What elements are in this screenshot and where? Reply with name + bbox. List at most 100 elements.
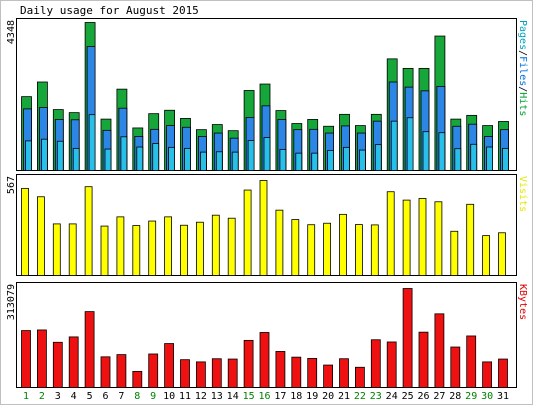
bar-visits-day-16 [259,180,268,276]
legend-part-1: / [517,50,528,56]
bar-pages-day-9 [152,143,160,171]
panel-visits: 567 Visits [6,174,528,276]
bar-pages-day-23 [374,144,382,171]
panel-hits-files-pages: 4348 Pages/Files/Hits [6,18,528,171]
x-tick-label-day-21: 21 [338,391,350,402]
bar-kbytes-day-14 [227,358,238,388]
bar-kbytes-day-30 [482,361,493,388]
x-tick-label-day-13: 13 [211,391,223,402]
bar-kbytes-day-25 [402,288,413,388]
bar-pages-day-6 [104,148,112,171]
x-tick-label-day-5: 5 [87,391,93,402]
bar-kbytes-day-7 [116,354,127,388]
x-tick-label-day-15: 15 [243,391,255,402]
bar-visits-day-30 [482,235,491,276]
bar-kbytes-day-11 [180,359,190,388]
bar-pages-day-19 [311,152,319,171]
bar-visits-day-29 [466,203,475,276]
x-tick-label-day-18: 18 [290,391,302,402]
x-tick-label-day-23: 23 [370,391,382,402]
x-tick-label-day-20: 20 [322,391,334,402]
bar-pages-day-8 [136,146,144,171]
bar-kbytes-day-13 [211,358,222,388]
bar-kbytes-day-16 [259,332,270,388]
bar-pages-day-29 [470,143,478,171]
bar-visits-day-7 [116,216,125,276]
bar-visits-day-19 [307,224,316,276]
x-axis-labels: 1 2 3 4 5 6 7 8 9 10 11 12 13 14 15 16 17 18 19 20 21 22 23 24 2… [23,391,509,402]
bar-visits-day-17 [275,209,284,276]
x-tick-label-day-26: 26 [417,391,429,402]
x-tick-label-day-11: 11 [179,391,191,402]
bar-kbytes-day-24 [386,341,397,388]
x-tick-label-day-19: 19 [306,391,318,402]
x-tick-label-day-1: 1 [23,391,29,402]
bar-kbytes-day-20 [323,364,334,388]
x-tick-label-day-2: 2 [39,391,45,402]
bar-kbytes-day-12 [195,361,206,388]
bar-pages-day-24 [390,120,398,171]
bar-pages-day-12 [199,151,207,171]
bar-kbytes-day-4 [68,336,79,388]
bar-kbytes-day-29 [466,335,477,388]
bar-kbytes-day-17 [275,351,286,388]
bar-visits-day-27 [434,201,443,276]
bar-pages-day-18 [295,152,303,171]
legend-part-0: KBytes [517,284,528,320]
bar-pages-day-28 [454,148,462,171]
bar-visits-day-2 [37,196,45,276]
bar-visits-day-9 [148,220,157,276]
bar-visits-day-11 [180,224,188,276]
bar-pages-day-20 [327,150,335,171]
x-tick-label-day-8: 8 [134,391,140,402]
bar-visits-day-14 [227,217,236,276]
panel-kbytes: 313079 KBytes [6,282,528,388]
x-tick-label-day-14: 14 [227,391,239,402]
bar-visits-day-1 [21,187,29,276]
bar-pages-day-15 [247,140,255,171]
legend-part-0: Pages [517,20,528,50]
bar-kbytes-day-28 [450,346,461,388]
bar-pages-day-11 [184,147,191,171]
legend-part-2: Files [517,56,528,86]
x-tick-label-day-7: 7 [118,391,124,402]
bar-kbytes-day-6 [100,356,111,388]
bar-pages-day-30 [486,146,494,171]
legend-part-4: Hits [517,92,528,116]
bar-visits-day-13 [211,214,220,276]
bar-kbytes-day-10 [164,343,175,388]
x-tick-label-day-6: 6 [102,391,108,402]
bar-visits-day-10 [164,216,173,276]
legend-part-0: Visits [517,176,528,212]
bar-visits-day-23 [370,224,379,276]
ymax-label-visits: 567 [6,176,17,194]
bar-kbytes-day-31 [498,358,508,388]
bar-pages-day-22 [358,149,366,171]
bar-kbytes-day-18 [291,356,302,388]
x-tick-label-day-28: 28 [449,391,461,402]
x-tick-label-day-16: 16 [258,391,270,402]
bar-visits-day-20 [323,222,332,276]
bar-kbytes-day-15 [243,339,254,388]
bar-visits-day-28 [450,230,459,276]
bar-visits-day-22 [354,224,363,276]
series-legend-kbytes: KBytes [517,284,528,320]
bar-kbytes-day-21 [339,358,349,388]
bar-pages-day-21 [343,146,350,171]
bar-visits-day-24 [386,191,395,276]
bar-kbytes-day-8 [132,370,143,388]
bar-pages-day-3 [56,140,64,171]
bar-visits-day-5 [84,186,93,276]
bar-visits-day-25 [402,199,411,276]
ymax-label-kbytes: 313079 [6,284,17,320]
bar-kbytes-day-5 [84,311,95,388]
x-tick-label-day-29: 29 [465,391,477,402]
bar-kbytes-day-23 [370,339,381,388]
x-tick-label-day-27: 27 [433,391,445,402]
bar-pages-day-27 [438,132,446,171]
x-tick-label-day-12: 12 [195,391,207,402]
bar-kbytes-day-26 [418,331,429,388]
bar-visits-day-21 [339,213,347,276]
